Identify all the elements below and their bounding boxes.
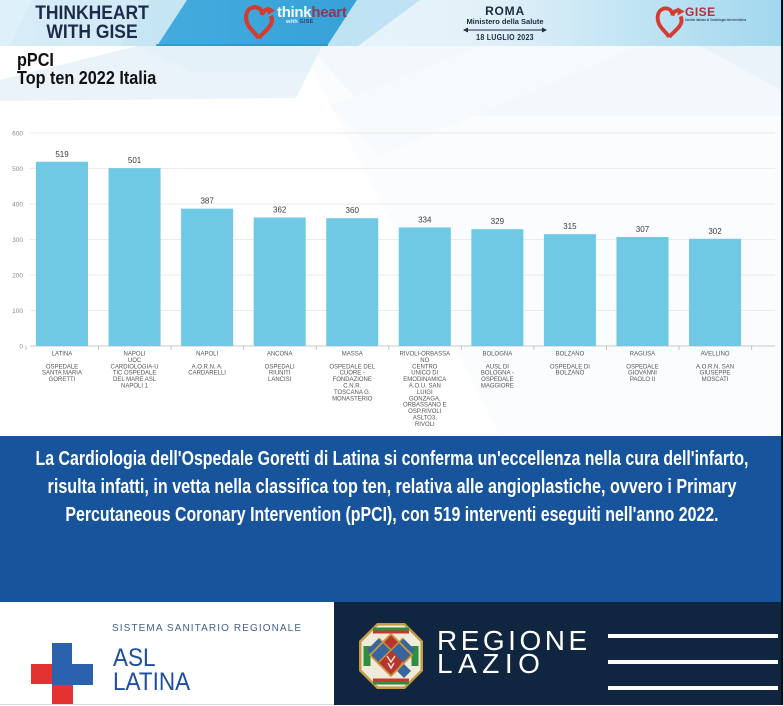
svg-text:TOSCANA G.: TOSCANA G.	[334, 390, 371, 396]
svg-text:501: 501	[128, 156, 142, 165]
svg-text:OSPEDALI: OSPEDALI	[265, 364, 295, 370]
svg-text:0: 0	[19, 344, 23, 351]
svg-text:C.N.R.: C.N.R.	[343, 384, 361, 390]
svg-text:MASSA: MASSA	[342, 352, 363, 358]
svg-text:OSPEDALE: OSPEDALE	[481, 377, 513, 383]
svg-text:FONDAZIONE: FONDAZIONE	[333, 377, 372, 383]
svg-text:BOLZANO: BOLZANO	[556, 371, 585, 377]
svg-text:RIUNITI: RIUNITI	[269, 371, 291, 377]
svg-text:519: 519	[55, 150, 69, 159]
svg-text:UOC: UOC	[128, 358, 142, 364]
svg-text:OSPEDALE DI: OSPEDALE DI	[550, 364, 590, 370]
svg-text:A.O.R.N. A.: A.O.R.N. A.	[192, 364, 223, 370]
svg-text:AUSL DI: AUSL DI	[486, 364, 509, 370]
svg-text:BOLOGNA -: BOLOGNA -	[481, 371, 514, 377]
svg-text:CENTRO: CENTRO	[412, 364, 438, 370]
svg-text:ORBASSANO E: ORBASSANO E	[403, 403, 447, 409]
svg-text:GIUSEPPE: GIUSEPPE	[700, 371, 731, 377]
svg-text:CARDARELLI: CARDARELLI	[188, 371, 226, 377]
svg-text:RAGUSA: RAGUSA	[630, 352, 655, 358]
svg-text:OSPEDALE: OSPEDALE	[626, 364, 658, 370]
svg-text:ASLTO3,: ASLTO3,	[413, 416, 437, 422]
svg-text:300: 300	[12, 237, 23, 244]
svg-text:307: 307	[636, 225, 650, 234]
svg-text:CARDIOLOGIA-U: CARDIOLOGIA-U	[111, 364, 159, 370]
svg-text:315: 315	[563, 222, 577, 231]
svg-text:AVELLINO: AVELLINO	[701, 352, 730, 358]
svg-text:PAOLO II: PAOLO II	[630, 377, 656, 383]
svg-text:329: 329	[491, 217, 505, 226]
svg-text:TIC OSPEDALE: TIC OSPEDALE	[113, 371, 157, 377]
svg-text:EMODINAMICA: EMODINAMICA	[403, 377, 446, 383]
svg-text:RIVOLI: RIVOLI	[415, 422, 435, 428]
svg-text:GONZAGA,: GONZAGA,	[409, 396, 441, 402]
svg-text:UNICO DI: UNICO DI	[411, 371, 438, 377]
svg-text:CUORE -: CUORE -	[340, 371, 365, 377]
svg-text:600: 600	[12, 131, 23, 138]
svg-text:GORETTI: GORETTI	[49, 377, 76, 383]
svg-text:302: 302	[708, 227, 722, 236]
svg-text:OSPEDALE: OSPEDALE	[46, 364, 78, 370]
svg-text:A.O.U. SAN: A.O.U. SAN	[409, 384, 441, 390]
svg-text:MONASTERIO: MONASTERIO	[332, 396, 373, 402]
svg-text:334: 334	[418, 215, 432, 224]
svg-text:A.O.R.N. SAN: A.O.R.N. SAN	[696, 364, 734, 370]
svg-text:100: 100	[12, 308, 23, 315]
svg-text:BOLZANO: BOLZANO	[556, 352, 585, 358]
svg-text:362: 362	[273, 205, 287, 214]
svg-text:OSPEDALE DEL: OSPEDALE DEL	[329, 364, 375, 370]
svg-text:MOSCATI: MOSCATI	[702, 377, 729, 383]
svg-text:360: 360	[346, 206, 360, 215]
svg-text:OSP.RIVOLI: OSP.RIVOLI	[408, 409, 442, 415]
svg-text:DEL MARE ASL: DEL MARE ASL	[113, 377, 157, 383]
svg-text:LATINA: LATINA	[52, 352, 73, 358]
svg-text:500: 500	[12, 166, 23, 173]
svg-text:NO: NO	[420, 358, 429, 364]
svg-text:387: 387	[200, 197, 214, 206]
svg-text:SANTA MARIA: SANTA MARIA	[42, 371, 82, 377]
svg-text:LUIGI: LUIGI	[417, 390, 433, 396]
svg-text:MAGGIORE: MAGGIORE	[481, 384, 514, 390]
svg-text:BOLOGNA: BOLOGNA	[483, 352, 513, 358]
svg-text:200: 200	[12, 273, 23, 280]
svg-text:NAPOLI 1: NAPOLI 1	[121, 384, 149, 390]
svg-text:NAPOLI: NAPOLI	[196, 352, 218, 358]
svg-text:GIOVANNI: GIOVANNI	[628, 371, 657, 377]
svg-text:RIVOLI-ORBASSA: RIVOLI-ORBASSA	[399, 352, 450, 358]
svg-text:NAPOLI: NAPOLI	[124, 352, 146, 358]
svg-text:400: 400	[12, 202, 23, 209]
svg-text:ANCONA: ANCONA	[267, 352, 293, 358]
svg-text:LANCISI: LANCISI	[268, 377, 292, 383]
